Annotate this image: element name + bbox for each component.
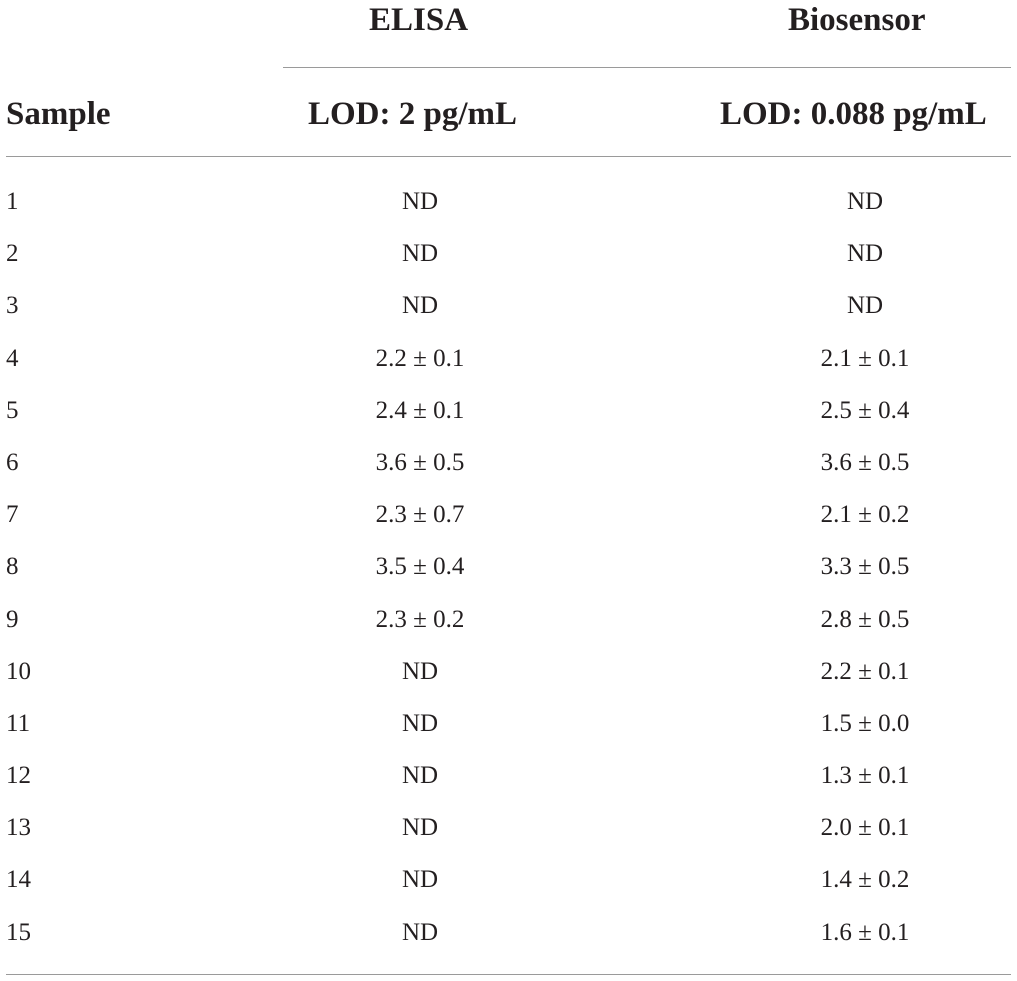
elisa-cell: ND (401, 709, 439, 737)
table-bottom-rule (6, 974, 1011, 975)
biosensor-cell: 2.1 ± 0.1 (820, 344, 910, 372)
table-row: 10 ND 2.2 ± 0.1 (0, 646, 1017, 698)
elisa-cell: ND (401, 866, 439, 894)
header-lod-biosensor: LOD: 0.088 pg/mL (720, 96, 987, 132)
header-biosensor: Biosensor (788, 2, 926, 38)
biosensor-cell: 2.2 ± 0.1 (820, 657, 910, 685)
table-row: 8 3.5 ± 0.4 3.3 ± 0.5 (0, 541, 1017, 593)
elisa-cell: ND (401, 762, 439, 790)
elisa-cell: ND (401, 292, 439, 320)
elisa-cell: 2.4 ± 0.1 (375, 396, 465, 424)
sample-cell: 13 (6, 814, 31, 842)
elisa-cell: ND (401, 814, 439, 842)
sample-cell: 8 (6, 553, 19, 581)
biosensor-cell: 1.5 ± 0.0 (820, 709, 910, 737)
header-group-rule (283, 67, 1011, 68)
biosensor-cell: 3.3 ± 0.5 (820, 553, 910, 581)
elisa-cell: ND (401, 657, 439, 685)
biosensor-cell: 1.4 ± 0.2 (820, 866, 910, 894)
table-row: 2 ND ND (0, 228, 1017, 280)
sample-cell: 2 (6, 240, 19, 268)
sample-cell: 6 (6, 448, 19, 476)
elisa-cell: 3.5 ± 0.4 (375, 553, 465, 581)
table-row: 9 2.3 ± 0.2 2.8 ± 0.5 (0, 594, 1017, 646)
sample-cell: 5 (6, 396, 19, 424)
biosensor-cell: 3.6 ± 0.5 (820, 448, 910, 476)
table-row: 1 ND ND (0, 176, 1017, 228)
biosensor-cell: ND (846, 240, 884, 268)
elisa-cell: 2.2 ± 0.1 (375, 344, 465, 372)
biosensor-cell: 2.1 ± 0.2 (820, 501, 910, 529)
header-sample: Sample (6, 96, 111, 132)
sample-cell: 9 (6, 605, 19, 633)
sample-cell: 11 (6, 709, 31, 737)
table-row: 13 ND 2.0 ± 0.1 (0, 802, 1017, 854)
sample-cell: 1 (6, 188, 19, 215)
biosensor-cell: 2.8 ± 0.5 (820, 605, 910, 633)
header-lod-elisa: LOD: 2 pg/mL (308, 96, 518, 132)
sample-cell: 15 (6, 918, 31, 946)
sample-cell: 12 (6, 762, 31, 790)
table-row: 12 ND 1.3 ± 0.1 (0, 750, 1017, 802)
table-row: 6 3.6 ± 0.5 3.6 ± 0.5 (0, 437, 1017, 489)
sample-cell: 7 (6, 501, 19, 529)
elisa-cell: ND (401, 918, 439, 946)
header-bottom-rule (6, 156, 1011, 157)
biosensor-cell: ND (846, 188, 884, 215)
table-row: 7 2.3 ± 0.7 2.1 ± 0.2 (0, 489, 1017, 541)
table-body: 1 ND ND 2 ND ND 3 ND ND 4 2.2 ± 0.1 2.1 ± 0.1 5 2.4 ±… (0, 176, 1017, 959)
table-row: 5 2.4 ± 0.1 2.5 ± 0.4 (0, 385, 1017, 437)
sample-cell: 4 (6, 344, 19, 372)
table-row: 15 ND 1.6 ± 0.1 (0, 907, 1017, 959)
biosensor-cell: 1.3 ± 0.1 (820, 762, 910, 790)
sample-cell: 14 (6, 866, 31, 894)
sample-cell: 3 (6, 292, 19, 320)
elisa-cell: ND (401, 240, 439, 268)
elisa-cell: 2.3 ± 0.2 (375, 605, 465, 633)
elisa-cell: 2.3 ± 0.7 (375, 501, 465, 529)
table-row: 11 ND 1.5 ± 0.0 (0, 698, 1017, 750)
elisa-cell: 3.6 ± 0.5 (375, 448, 465, 476)
sample-cell: 10 (6, 657, 31, 685)
table-row: 14 ND 1.4 ± 0.2 (0, 854, 1017, 906)
biosensor-cell: 2.5 ± 0.4 (820, 396, 910, 424)
biosensor-cell: 2.0 ± 0.1 (820, 814, 910, 842)
table-row: 4 2.2 ± 0.1 2.1 ± 0.1 (0, 333, 1017, 385)
biosensor-cell: 1.6 ± 0.1 (820, 918, 910, 946)
header-elisa: ELISA (369, 2, 469, 38)
table-row: 3 ND ND (0, 280, 1017, 332)
elisa-cell: ND (401, 188, 439, 215)
biosensor-cell: ND (846, 292, 884, 320)
